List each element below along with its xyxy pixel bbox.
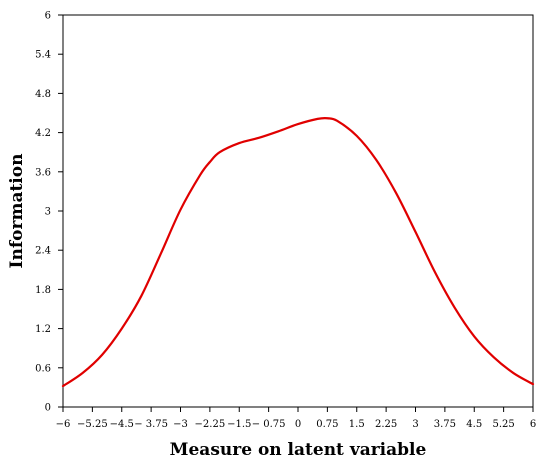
x-tick-label: − 0.75 <box>252 419 286 430</box>
x-tick-label: −6 <box>56 419 71 430</box>
x-tick-label: 0 <box>295 419 301 430</box>
x-tick-label: 3.75 <box>434 419 456 430</box>
x-tick-label: 0.75 <box>316 419 338 430</box>
x-tick-label: −5.25 <box>77 419 108 430</box>
series-layer <box>61 116 535 388</box>
y-tick-label: 1.2 <box>35 324 51 335</box>
x-tick-label: 2.25 <box>375 419 397 430</box>
axes: −6 −5.25 −4.5− 3.75 −3 −2.25 −1.5− 0.75 0 0.75 1… <box>35 11 536 431</box>
x-tick-label: −4.5 <box>110 419 134 430</box>
y-tick-label: 4.2 <box>35 128 51 139</box>
information-curve <box>61 116 535 388</box>
y-tick-label: 0.6 <box>35 363 51 374</box>
x-tick-label: −3 <box>173 419 188 430</box>
x-tick-label: 1.5 <box>349 419 365 430</box>
y-tick-label: 1.8 <box>35 285 51 296</box>
x-tick-label: 4.5 <box>466 419 482 430</box>
x-tick-label: − 3.75 <box>134 419 168 430</box>
y-tick-label: 3 <box>45 207 51 218</box>
x-tick-label: −1.5 <box>227 419 251 430</box>
x-axis-title: Measure on latent variable <box>170 440 427 460</box>
x-tick-label: 6 <box>530 419 536 430</box>
x-tick-label: −2.25 <box>195 419 226 430</box>
y-tick-label: 6 <box>45 11 51 22</box>
plot-frame <box>62 14 534 408</box>
x-tick-label: 3 <box>412 419 418 430</box>
y-tick-label: 0 <box>45 403 51 414</box>
y-tick-label: 2.4 <box>35 246 51 257</box>
y-axis-title: Information <box>7 154 27 269</box>
y-tick-label: 4.8 <box>35 89 51 100</box>
y-tick-label: 5.4 <box>35 50 51 61</box>
x-tick-label: 5.25 <box>492 419 514 430</box>
y-tick-label: 3.6 <box>35 167 51 178</box>
